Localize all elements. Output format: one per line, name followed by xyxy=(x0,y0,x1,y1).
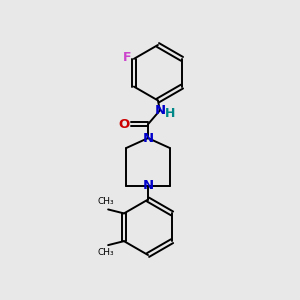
Text: F: F xyxy=(123,51,131,64)
Text: N: N xyxy=(142,179,154,192)
Text: N: N xyxy=(154,104,166,117)
Text: N: N xyxy=(142,132,154,145)
Text: CH₃: CH₃ xyxy=(98,197,115,206)
Text: O: O xyxy=(118,118,130,131)
Text: H: H xyxy=(165,107,175,120)
Text: CH₃: CH₃ xyxy=(98,248,115,257)
